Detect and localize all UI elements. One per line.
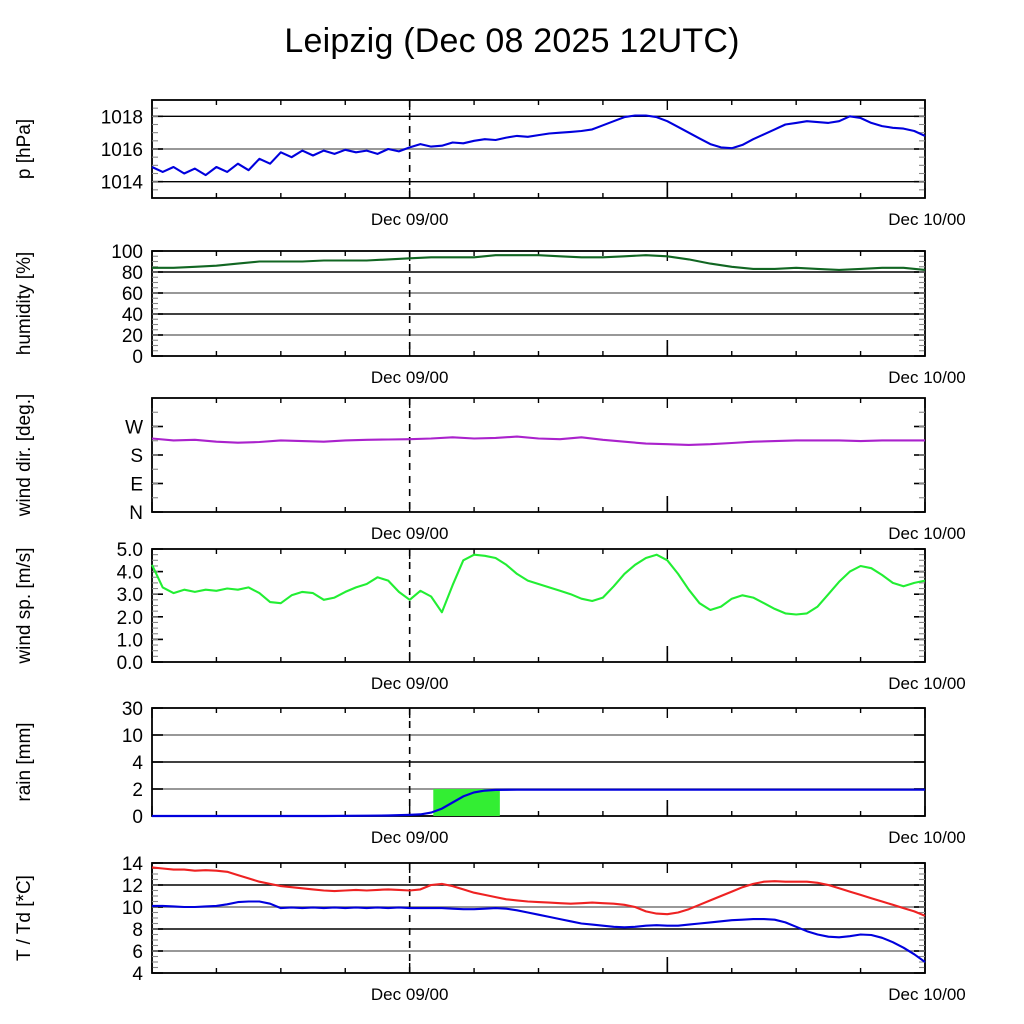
y-axis-label: wind sp. [m/s] [14,547,35,664]
y-axis-label: humidity [%] [14,252,35,355]
y-tick-label: W [125,418,143,439]
y-tick-label: 10 [122,898,143,919]
x-axis-label-left: Dec 09/00 [371,674,449,691]
series-humidity [152,254,926,271]
chart-rain: 0 2 4 10 30 rain [mm] Dec 09/00 Dec 10/00 [14,700,966,846]
y-tick-label: 2.0 [117,608,143,629]
y-tick-label: 20 [122,326,143,347]
y-tick-label: 4 [132,753,143,774]
y-tick-label: 1016 [101,140,143,161]
plot-frame [151,548,926,663]
y-tick-label: 14 [122,855,144,875]
y-tick-label: 1.0 [117,630,143,651]
y-tick-label: 10 [122,726,143,747]
x-axis-label-right: Dec 10/00 [888,828,966,846]
y-tick-label: 8 [132,920,143,941]
series-T [151,866,926,917]
x-axis-label-left: Dec 09/00 [371,368,449,385]
x-axis-label-right: Dec 10/00 [888,368,966,385]
x-axis-label-left: Dec 09/00 [371,210,449,229]
y-tick-label: S [130,446,143,467]
x-axis-label-left: Dec 09/00 [371,524,449,540]
y-tick-label: 0.0 [117,653,143,674]
y-tick-label: 60 [122,284,143,305]
y-axis-label: wind dir. [deg.] [14,394,35,518]
x-axis-label-left: Dec 09/00 [371,828,449,846]
y-tick-label: 0 [132,807,143,828]
x-axis-label-right: Dec 10/00 [888,210,966,229]
x-axis-label-right: Dec 10/00 [888,674,966,691]
y-tick-label: 4 [132,964,143,985]
rain-accumulated-line [152,788,925,818]
series-pressure [151,114,926,177]
series-wind_speed [151,553,926,616]
y-tick-label: 1018 [101,107,143,128]
y-tick-label: 4.0 [117,563,143,584]
y-tick-label: E [130,475,143,496]
y-tick-label: 40 [122,305,143,326]
page-title: Leipzig (Dec 08 2025 12UTC) [284,22,740,60]
series-Td [152,900,926,963]
y-tick-label: 3.0 [117,585,143,606]
rain-bar [433,789,500,816]
panel-wind-speed: 0.0 1.0 2.0 3.0 4.0 5.0 wind sp. [m/s] Dec 09/0… [0,541,1024,691]
panel-pressure: 1014 1016 1018 p [hPa] Dec 09/00 Dec 10/00 [0,92,1024,232]
chart-pressure: 1014 1016 1018 p [hPa] Dec 09/00 Dec 10/00 [14,99,966,229]
panel-humidity: 0 20 40 60 80 100 humidity [%] Dec 09/00 Dec 10/… [0,243,1024,385]
panel-temperature: 4 6 8 10 12 14 T / Td [*C] Dec 09/00 Dec 10/00 [0,855,1024,1005]
plot-frame [151,250,926,357]
y-tick-label: 6 [132,942,143,963]
chart-wind_speed: 0.01.02.03.04.05.0 wind sp. [m/s] Dec 09/0… [14,541,966,691]
y-tick-label: 0 [132,347,143,368]
y-tick-label: 30 [122,700,143,720]
series-wind_dir [151,435,925,446]
y-tick-label: 5.0 [117,541,143,561]
y-tick-label: N [129,503,143,524]
y-axis-label: rain [mm] [14,722,35,801]
y-tick-label: 12 [122,876,143,897]
plot-frame [151,862,926,974]
y-axis-label: p [hPa] [14,119,35,179]
y-axis-label: T / Td [*C] [14,875,35,961]
y-tick-label: 80 [122,263,143,284]
y-tick-label: 1014 [101,173,144,194]
x-axis-label-right: Dec 10/00 [888,524,966,540]
y-tick-label: 100 [111,243,143,263]
x-axis-label-right: Dec 10/00 [888,985,966,1004]
plot-frame [151,397,926,513]
panel-rain: 0 2 4 10 30 rain [mm] Dec 09/00 Dec 10/00 [0,700,1024,846]
x-axis-label-left: Dec 09/00 [371,985,449,1004]
y-tick-label: 2 [132,780,143,801]
